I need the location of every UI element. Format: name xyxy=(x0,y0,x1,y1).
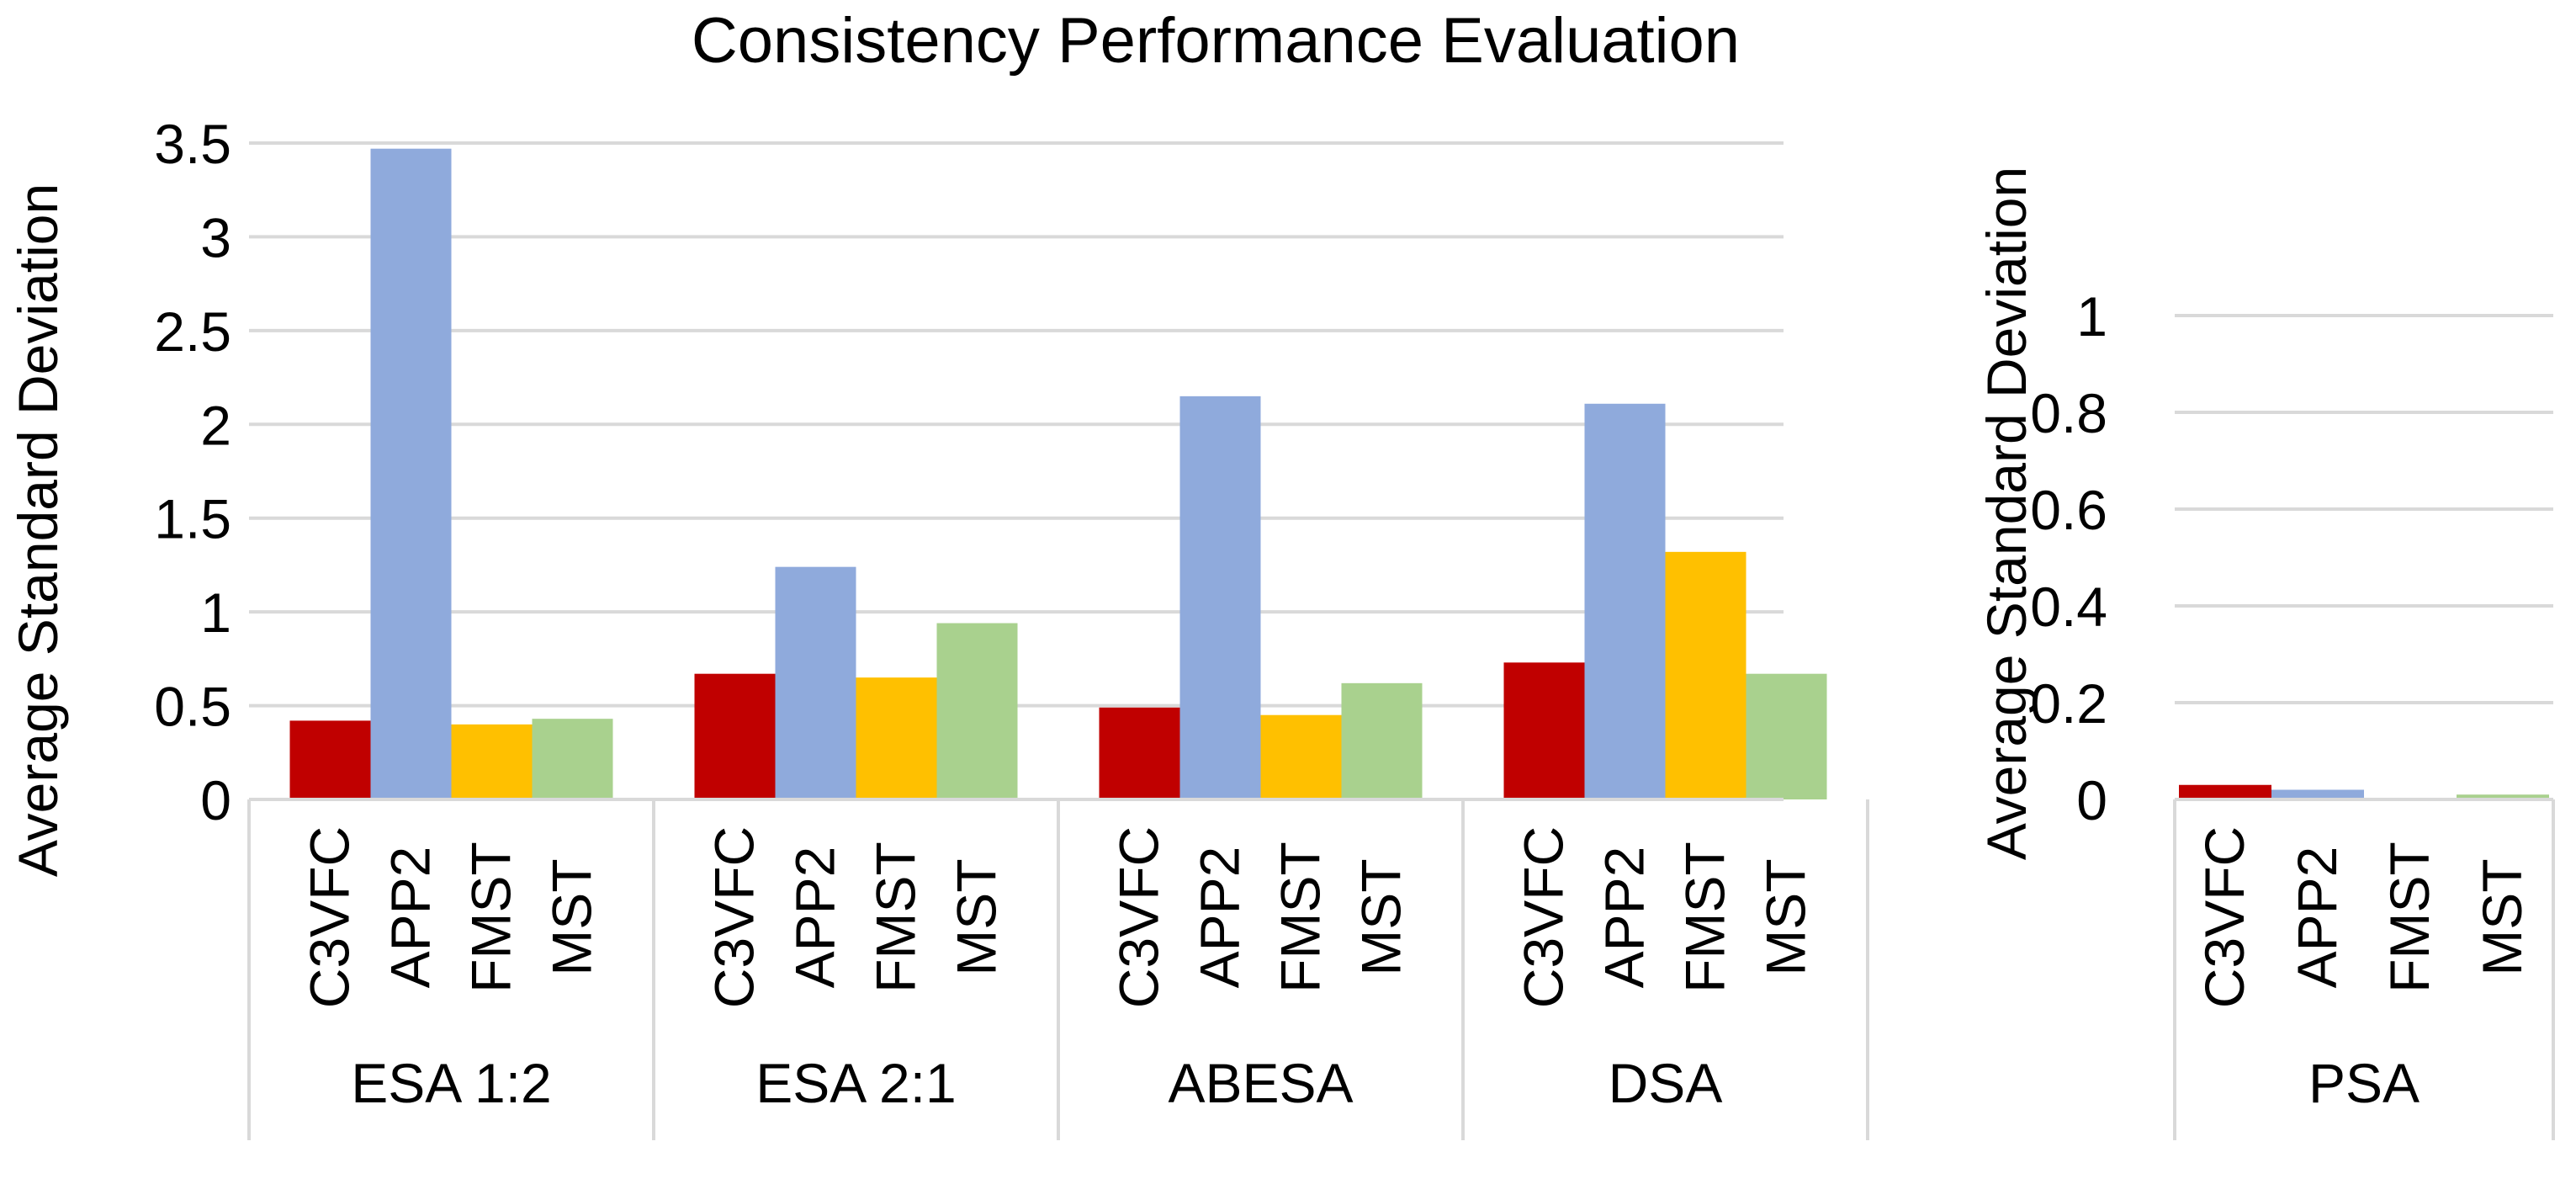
category-label: APP2 xyxy=(1593,847,1656,989)
category-label: C3VFC xyxy=(1513,826,1575,1008)
y-tick-label: 1.5 xyxy=(154,488,231,550)
y-axis-label: Average Standard Deviation xyxy=(7,183,69,877)
bar-fmst xyxy=(1260,714,1342,799)
bar-fmst xyxy=(451,724,533,799)
group-label: PSA xyxy=(2308,1052,2420,1114)
category-label: FMST xyxy=(460,842,522,993)
bar-mst xyxy=(1746,673,1827,799)
y-tick-label: 0 xyxy=(2076,769,2107,831)
category-label: MST xyxy=(2471,858,2533,975)
category-label: MST xyxy=(1350,858,1413,975)
bar-fmst xyxy=(856,677,937,799)
y-tick-label: 0.6 xyxy=(2030,479,2107,541)
category-label: FMST xyxy=(1674,842,1736,993)
bar-app2 xyxy=(1179,396,1261,799)
group-label: ESA 1:2 xyxy=(351,1052,552,1114)
category-label: C3VFC xyxy=(2193,826,2255,1008)
y-tick-label: 2.5 xyxy=(154,300,231,363)
y-tick-label: 0.5 xyxy=(154,676,231,738)
bar-mst xyxy=(2457,794,2549,799)
bar-app2 xyxy=(370,148,452,799)
category-label: FMST xyxy=(865,842,927,993)
y-tick-label: 0 xyxy=(200,769,231,831)
category-label: FMST xyxy=(2378,842,2441,993)
category-label: C3VFC xyxy=(703,826,766,1008)
y-tick-label: 1 xyxy=(200,581,231,644)
y-tick-label: 3 xyxy=(200,206,231,268)
category-label: MST xyxy=(1755,858,1817,975)
bar-mst xyxy=(936,623,1018,799)
bar-app2 xyxy=(2271,789,2364,799)
bar-mst xyxy=(1341,682,1423,799)
y-tick-label: 2 xyxy=(200,394,231,456)
bar-c3vfc xyxy=(289,720,371,799)
bar-c3vfc xyxy=(2179,784,2271,799)
category-label: APP2 xyxy=(784,847,846,989)
y-tick-label: 0.8 xyxy=(2030,382,2107,444)
bar-fmst xyxy=(1665,551,1746,799)
category-label: C3VFC xyxy=(299,826,361,1008)
group-label: ESA 2:1 xyxy=(755,1052,957,1114)
category-label: APP2 xyxy=(2286,847,2348,989)
bar-app2 xyxy=(1584,403,1666,799)
category-label: APP2 xyxy=(1189,847,1251,989)
bar-mst xyxy=(532,719,613,799)
group-label: DSA xyxy=(1609,1052,1723,1114)
group-label: ABESA xyxy=(1168,1052,1353,1114)
left-chart: 0 0.5 1 1.5 2 2.5 3 3.5 Average Standard Deviati… xyxy=(7,113,1869,1140)
category-label: C3VFC xyxy=(1108,826,1170,1008)
bar-c3vfc xyxy=(1099,707,1180,799)
category-label: FMST xyxy=(1269,842,1332,993)
category-label: APP2 xyxy=(379,847,442,989)
y-tick-label: 0.4 xyxy=(2030,576,2107,638)
bar-app2 xyxy=(775,566,856,799)
bar-c3vfc xyxy=(694,673,776,799)
category-label: MST xyxy=(541,858,603,975)
y-tick-label: 3.5 xyxy=(154,113,231,175)
y-axis-label: Average Standard Deviation xyxy=(1975,167,2038,860)
y-tick-label: 1 xyxy=(2076,285,2107,348)
y-tick-label: 0.2 xyxy=(2030,672,2107,735)
category-label: MST xyxy=(946,858,1008,975)
chart-title: Consistency Performance Evaluation xyxy=(692,5,1740,77)
bar-c3vfc xyxy=(1503,662,1585,799)
right-chart: 0 0.2 0.4 0.6 0.8 1 Average Standard Deviation… xyxy=(1975,167,2555,1140)
